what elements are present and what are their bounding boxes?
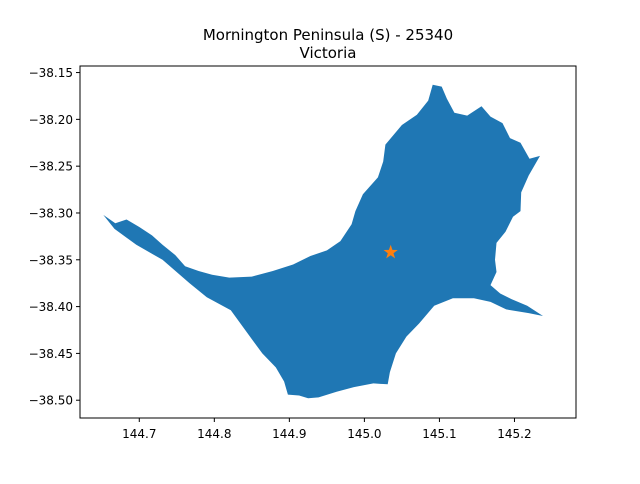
- map-title-line2: Victoria: [300, 44, 357, 62]
- centroid-star-marker: [383, 244, 398, 259]
- x-tick-label: 145.1: [422, 427, 456, 441]
- y-tick-label: −38.20: [29, 113, 73, 127]
- region-polygon: [103, 84, 544, 399]
- y-tick-label: −38.50: [29, 394, 73, 408]
- y-tick-label: −38.30: [29, 206, 73, 220]
- plot-area: [103, 84, 544, 399]
- x-axis: 144.7 144.8 144.9 145.0 145.1 145.2: [122, 418, 532, 441]
- map-title-line1: Mornington Peninsula (S) - 25340: [203, 26, 453, 44]
- x-tick-label: 144.7: [122, 427, 156, 441]
- y-tick-label: −38.45: [29, 347, 73, 361]
- x-tick-label: 144.9: [272, 427, 306, 441]
- y-tick-label: −38.15: [29, 66, 73, 80]
- x-tick-label: 145.2: [497, 427, 531, 441]
- y-axis: −38.15 −38.20 −38.25 −38.30 −38.35 −38.40 −38.…: [29, 66, 80, 408]
- y-tick-label: −38.25: [29, 160, 73, 174]
- x-tick-label: 145.0: [347, 427, 381, 441]
- x-tick-label: 144.8: [197, 427, 231, 441]
- axes-frame: [79, 65, 577, 419]
- y-tick-label: −38.40: [29, 300, 73, 314]
- y-tick-label: −38.35: [29, 253, 73, 267]
